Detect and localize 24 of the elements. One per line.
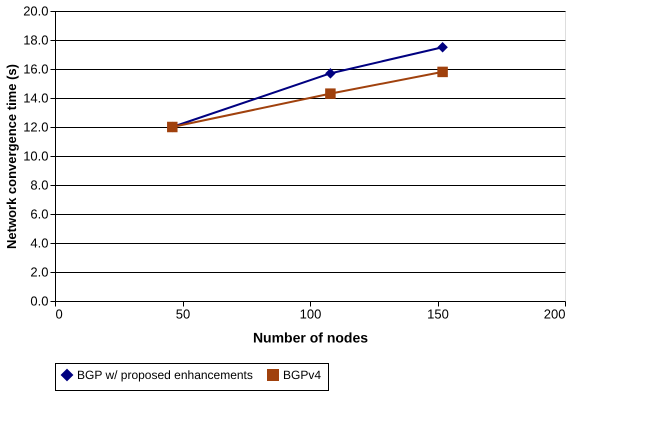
y-tick-label: 20.0 [23, 4, 48, 18]
y-tick-label: 6.0 [30, 206, 48, 222]
y-tick-label: 18.0 [23, 32, 48, 48]
legend-label: BGP w/ proposed enhancements [77, 368, 253, 382]
point [437, 66, 448, 78]
x-tick-label: 100 [300, 306, 322, 322]
point [325, 88, 336, 99]
point [325, 68, 336, 79]
y-tick-label: 10.0 [23, 148, 48, 164]
y-axis-title: Network convergence time (s) [4, 64, 20, 249]
x-axis-title: Number of nodes [252, 330, 368, 346]
y-tick-label: 12.0 [23, 120, 48, 134]
x-tick-label: 150 [427, 306, 449, 322]
x-tick-label: 200 [544, 306, 566, 322]
point [437, 42, 448, 52]
y-tick-label: 14.0 [23, 90, 48, 106]
y-tick-label: 2.0 [30, 264, 48, 280]
x-tick-label: 50 [176, 306, 190, 322]
y-tick-label: 0.0 [30, 294, 48, 308]
legend-label: BGPv4 [283, 368, 322, 382]
x-tick-label: 0 [56, 306, 63, 322]
y-tick-label: 16.0 [23, 62, 48, 76]
y-tick-label: 8.0 [30, 178, 48, 192]
y-tick-label: 4.0 [30, 236, 48, 250]
